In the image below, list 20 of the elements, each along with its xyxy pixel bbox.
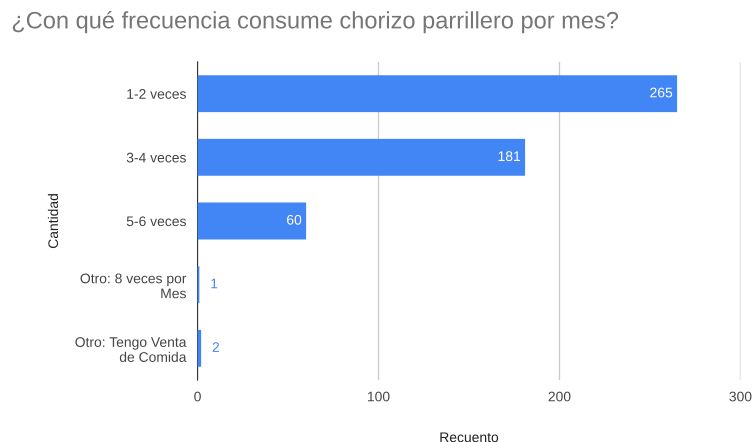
data-label: 1 — [211, 278, 218, 288]
x-tick-label: 300 — [729, 392, 752, 402]
data-label: 2 — [212, 342, 220, 352]
data-label: 181 — [498, 151, 520, 162]
x-tick-label: 200 — [548, 392, 571, 402]
y-tick-label: 5-6 veces — [126, 216, 186, 226]
chart-title: ¿Con qué frecuencia consume chorizo parrillero por mes? — [12, 10, 618, 34]
x-tick-label: 0 — [194, 392, 201, 402]
x-tick-label: 100 — [368, 392, 390, 402]
y-axis-title: Cantidad — [48, 194, 58, 248]
y-tick-label: Otro: 8 veces por Mes — [80, 274, 186, 298]
bar — [198, 138, 526, 176]
bar — [198, 75, 678, 112]
y-tick-label: 3-4 veces — [126, 152, 186, 163]
data-label: 60 — [287, 214, 302, 225]
data-label: 265 — [650, 88, 672, 98]
x-axis-title: Recuento — [440, 432, 498, 442]
y-tick-label: 1-2 veces — [127, 89, 186, 99]
y-tick-label: Otro: Tengo Venta de Comida — [75, 337, 186, 362]
bar — [198, 202, 306, 240]
